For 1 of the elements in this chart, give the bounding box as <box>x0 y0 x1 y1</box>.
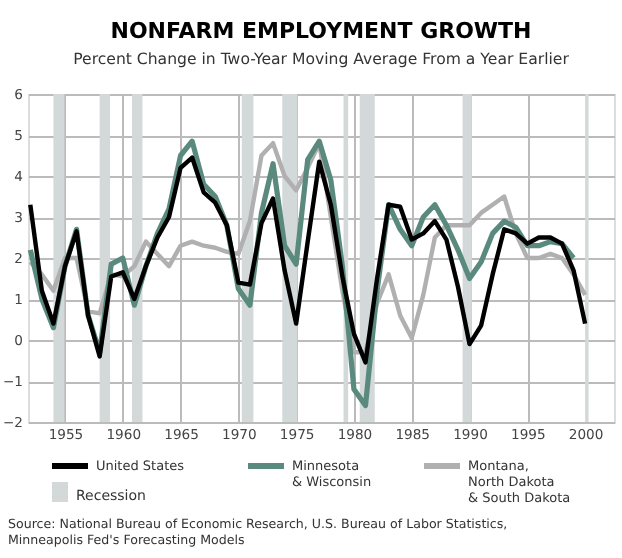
chart-title: NONFARM EMPLOYMENT GROWTH <box>110 18 532 45</box>
